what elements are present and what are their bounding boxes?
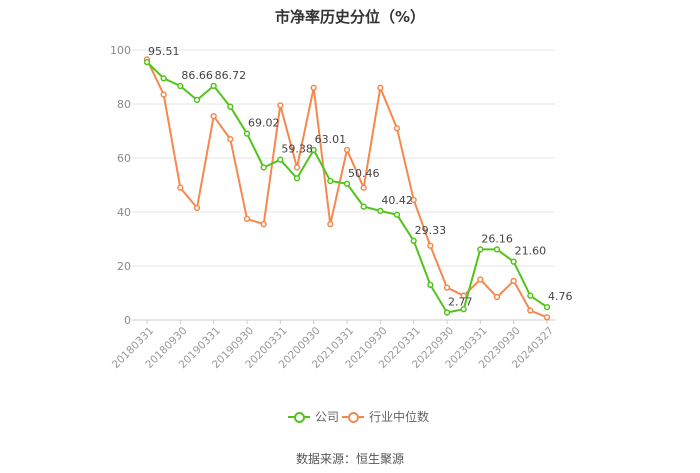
company-data-label: 63.01 (315, 133, 347, 146)
company-point (143, 58, 151, 66)
industry-point (277, 102, 284, 109)
industry-point (360, 184, 367, 191)
company-data-label: 95.51 (148, 45, 180, 58)
industry-point (527, 307, 534, 314)
company-point (277, 156, 284, 163)
data-source: 数据来源：恒生聚源 (295, 452, 404, 466)
company-point (510, 258, 517, 265)
industry-series-line (146, 58, 548, 319)
company-point (260, 164, 267, 171)
industry-point (193, 204, 201, 212)
company-point (460, 306, 467, 313)
legend-industry-line-icon (342, 410, 364, 424)
company-point (543, 303, 551, 311)
company-data-label: 21.60 (515, 245, 547, 258)
industry-point (243, 215, 251, 222)
industry-point (477, 276, 484, 283)
company-point (377, 207, 384, 215)
company-point (343, 180, 351, 187)
legend-industry-label: 行业中位数 (369, 410, 430, 424)
company-point (360, 203, 367, 210)
company-point (493, 246, 501, 253)
company-point (310, 146, 317, 154)
y-tick-label: 100 (110, 44, 131, 57)
company-data-label: 4.76 (548, 290, 573, 303)
company-point (210, 82, 217, 90)
industry-point (327, 221, 334, 228)
legend-company-line-icon (288, 410, 310, 424)
company-data-label: 29.33 (415, 224, 447, 237)
company-point (177, 82, 184, 90)
company-data-label: 86.66 (181, 69, 213, 82)
company-point (227, 103, 234, 110)
company-point (193, 96, 201, 104)
industry-point (210, 113, 217, 120)
y-tick-label: 80 (117, 98, 131, 111)
industry-point (543, 314, 551, 321)
y-tick-label: 40 (117, 206, 131, 219)
chart-title: 市净率历史分位（%） (274, 8, 426, 26)
company-data-label: 26.16 (481, 232, 513, 245)
company-point (477, 246, 484, 253)
industry-point (427, 242, 434, 249)
company-data-label: 2.77 (448, 296, 473, 309)
company-data-label: 69.02 (248, 117, 280, 130)
industry-point (443, 284, 451, 291)
y-tick-label: 0 (124, 314, 131, 327)
company-data-label: 50.46 (348, 167, 380, 180)
company-data-label: 86.72 (215, 69, 247, 82)
company-point (327, 177, 334, 185)
industry-point (510, 277, 517, 285)
legend-company-label: 公司 (315, 410, 340, 424)
industry-point (260, 221, 267, 228)
company-point (410, 237, 417, 244)
company-point (393, 211, 401, 218)
y-tick-label: 60 (117, 152, 131, 165)
company-point (293, 175, 301, 182)
company-point (443, 309, 451, 316)
industry-point (393, 125, 401, 132)
company-data-label: 40.42 (381, 194, 413, 207)
company-point (243, 130, 251, 137)
legend-item-industry-median[interactable]: 行业中位数 (342, 408, 429, 425)
industry-point (227, 135, 234, 143)
industry-point (493, 293, 501, 301)
company-data-label: 59.38 (281, 143, 313, 156)
industry-point (343, 146, 351, 154)
industry-point (310, 84, 317, 91)
company-point (427, 281, 434, 289)
industry-point (293, 164, 301, 171)
industry-point (177, 184, 184, 191)
industry-point (410, 196, 417, 204)
company-point (527, 292, 534, 299)
y-tick-label: 20 (117, 260, 131, 273)
company-series-line (146, 61, 548, 314)
legend-item-company[interactable]: 公司 (288, 408, 339, 425)
industry-point (460, 292, 467, 299)
industry-point (160, 91, 167, 98)
company-point (160, 75, 167, 82)
industry-point (377, 84, 384, 91)
